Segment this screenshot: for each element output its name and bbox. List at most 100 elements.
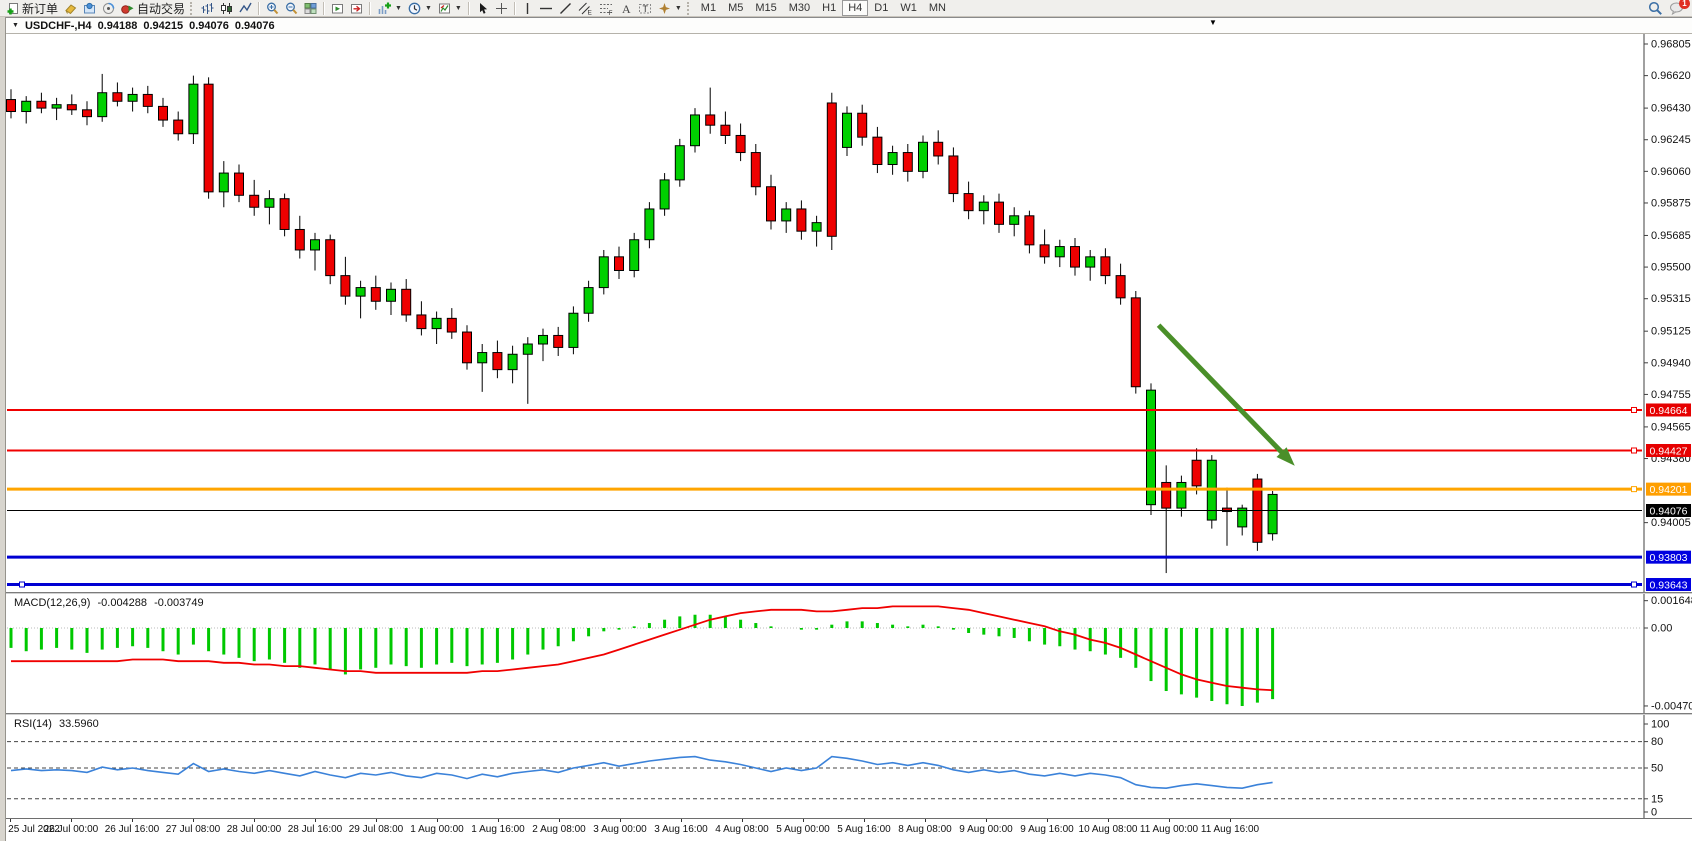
bull-candle [355,287,366,297]
timeframe-toolbar: M1 M5 M15 M30 H1 H4 D1 W1 MN [695,0,952,16]
new-order-button[interactable]: 新订单 [3,1,61,16]
price-chart-canvas[interactable]: 0.96805 0.96620 0.96430 0.96245 0.96060 0.958… [6,34,1692,592]
horizontal-line-button[interactable] [536,1,556,16]
rsi-label-row: RSI(14) 33.5960 [14,718,103,730]
timeframe-d1-button[interactable]: D1 [868,0,894,16]
market-watch-button[interactable] [80,1,99,16]
price-tick-label: 0.95685 [1651,230,1691,242]
time-axis[interactable]: 25 Jul 2022 26 Jul 00:00 26 Jul 16:00 27 Ju… [6,818,1692,842]
timeframe-w1-button[interactable]: W1 [894,0,923,16]
bull-candle [218,172,229,193]
bull-candle [1054,246,1065,258]
bar-chart-button[interactable] [198,1,217,16]
line-handle[interactable] [1631,581,1637,588]
price-tick-label: 0.96430 [1651,103,1691,115]
zoom-out-button[interactable] [282,1,301,16]
toolbar-grip[interactable] [686,1,691,15]
trend-arrow-head[interactable] [1276,447,1295,466]
price-badge [1646,550,1691,564]
bear-candle [614,256,624,271]
ohlc-high: 0.94215 [143,19,184,32]
periods-button[interactable]: ▼ [405,1,435,16]
line-chart-button[interactable] [236,1,255,16]
arrows-button[interactable]: ▼ [655,1,685,16]
candle-chart-button[interactable] [217,1,236,16]
radar-button[interactable] [99,1,118,16]
macd-chart-canvas[interactable]: 0.001648 0.00 -0.004701 [6,594,1692,713]
cursor-button[interactable] [473,1,492,16]
toolbar-separator [467,1,470,15]
bull-candle [264,198,275,208]
text-icon: A [622,2,631,15]
price-badge-label: 0.93643 [1650,579,1688,591]
bear-candle [234,172,244,196]
cursor-icon [479,2,487,14]
trend-arrow-annotation[interactable] [1156,323,1285,455]
styler-button[interactable] [61,1,80,16]
auto-scroll-button[interactable] [328,1,347,16]
autotrade-button[interactable]: 自动交易 [118,1,188,16]
timeframe-m30-button[interactable]: M30 [783,0,816,16]
tile-windows-icon [304,2,317,14]
time-label: 8 Aug 08:00 [898,824,952,835]
line-handle[interactable] [1631,406,1637,413]
trendline-button[interactable] [556,1,575,16]
time-label: 9 Aug 00:00 [959,824,1013,835]
templates-button[interactable]: ▼ [435,1,465,16]
fibonacci-button[interactable]: F [596,1,617,16]
bull-candle [538,334,548,345]
bull-candle [477,352,488,364]
timeframe-h1-button[interactable]: H1 [816,0,842,16]
price-pane[interactable]: 0.96805 0.96620 0.96430 0.96245 0.96060 0.958… [6,34,1692,592]
price-badge-label: 0.94201 [1650,484,1688,496]
tile-windows-button[interactable] [301,1,320,16]
bear-candle [1039,244,1050,258]
rsi-chart-canvas[interactable]: 100 80 50 15 0 [6,715,1692,818]
time-tick [315,819,316,822]
indicators-button[interactable]: ▼ [374,1,405,16]
time-tick [803,819,804,822]
svg-text:A: A [622,2,631,15]
line-chart-icon [239,2,252,12]
window-collapse-icon[interactable]: ▼ [12,22,19,29]
bear-candle [416,314,427,330]
time-label: 29 Jul 08:00 [348,824,404,835]
bull-candle [431,317,442,330]
new-order-icon [7,2,18,14]
line-handle[interactable] [19,581,25,588]
timeframe-h4-button[interactable]: H4 [842,0,869,16]
bear-candle [401,288,412,316]
bear-candle [82,109,92,118]
timeframe-m5-button[interactable]: M5 [722,0,749,16]
bull-candle [1085,256,1096,268]
rsi-pane[interactable]: RSI(14) 33.5960 100 80 50 15 0 [6,713,1692,818]
chart-shift-button[interactable] [347,1,366,16]
text-button[interactable]: A [617,1,635,16]
bull-candle [690,114,700,147]
line-handle[interactable] [1631,447,1637,454]
vertical-line-button[interactable] [519,1,536,16]
text-label-button[interactable]: T [635,1,655,16]
timeframe-m1-button[interactable]: M1 [695,0,722,16]
toolbar-grip[interactable] [190,1,194,15]
ohlc-low: 0.94076 [189,19,229,32]
bar-chart-icon [201,2,214,14]
search-icon[interactable] [1648,1,1663,16]
line-handle[interactable] [1631,486,1637,493]
macd-signal-value: -0.003749 [154,597,204,609]
timeframe-m15-button[interactable]: M15 [749,0,782,16]
bull-candle [887,152,898,166]
timeframe-mn-button[interactable]: MN [923,0,952,16]
notifications-button[interactable]: 1 [1669,0,1690,15]
macd-pane[interactable]: MACD(12,26,9) -0.004288 -0.003749 0.0016… [6,592,1692,713]
window-left-splitter[interactable] [0,17,6,841]
price-badge [1646,482,1691,496]
crosshair-button[interactable] [492,1,511,16]
bull-candle [127,93,138,102]
bear-candle [6,99,16,113]
rsi-line [10,755,1273,790]
zoom-in-button[interactable] [263,1,282,16]
equidistant-channel-button[interactable]: E [575,1,596,16]
bear-candle [142,93,153,107]
